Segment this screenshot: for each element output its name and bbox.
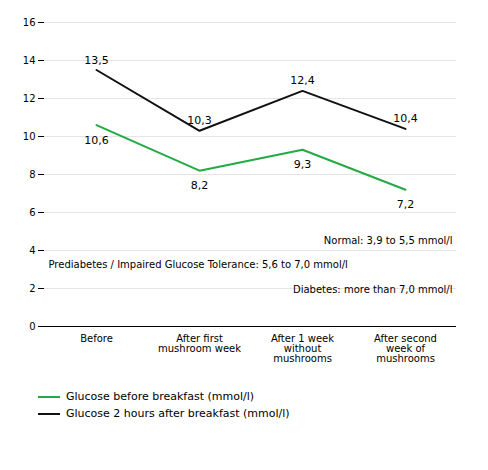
- svg-text:10: 10: [23, 131, 36, 142]
- svg-text:0: 0: [29, 321, 35, 332]
- svg-text:10,6: 10,6: [84, 134, 109, 147]
- svg-text:2: 2: [29, 283, 35, 294]
- svg-text:9,3: 9,3: [294, 158, 312, 171]
- svg-text:7,2: 7,2: [397, 198, 415, 211]
- svg-text:Diabetes: more than 7,0 mmol/l: Diabetes: more than 7,0 mmol/l: [293, 284, 453, 295]
- svg-text:12: 12: [23, 93, 36, 104]
- svg-text:Normal: 3,9 to 5,5 mmol/l: Normal: 3,9 to 5,5 mmol/l: [324, 235, 453, 246]
- svg-text:Before: Before: [80, 333, 113, 344]
- svg-text:6: 6: [29, 207, 35, 218]
- html-text:Glucose before breakfast (mmol: Glucose before breakfast (mmol/l): [66, 390, 255, 403]
- svg-text:10,4: 10,4: [393, 112, 418, 125]
- svg-text:16: 16: [23, 17, 36, 28]
- svg-text:Prediabetes / Impaired Glucose: Prediabetes / Impaired Glucose Tolerance…: [49, 259, 348, 270]
- svg-text:12,4: 12,4: [290, 74, 315, 87]
- svg-text:14: 14: [23, 55, 36, 66]
- svg-text:4: 4: [29, 245, 35, 256]
- svg-text:After 1 weekwithoutmushrooms: After 1 weekwithoutmushrooms: [271, 333, 334, 364]
- svg-text:8,2: 8,2: [191, 179, 209, 192]
- svg-text:8: 8: [29, 169, 35, 180]
- html-text:Glucose 2 hours after breakfas: Glucose 2 hours after breakfast (mmol/l): [66, 407, 290, 420]
- svg-text:After secondweek ofmushrooms: After secondweek ofmushrooms: [374, 333, 437, 364]
- svg-text:10,3: 10,3: [187, 114, 212, 127]
- svg-text:After firstmushroom week: After firstmushroom week: [158, 333, 241, 354]
- svg-text:13,5: 13,5: [84, 54, 109, 67]
